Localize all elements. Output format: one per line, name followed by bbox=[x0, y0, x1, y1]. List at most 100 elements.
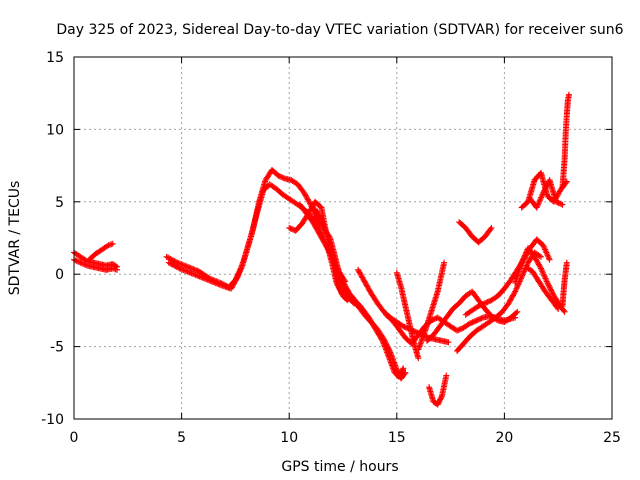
data-point bbox=[512, 287, 519, 294]
data-point bbox=[514, 282, 521, 289]
data-point bbox=[229, 283, 236, 290]
data-point bbox=[539, 191, 546, 198]
data-point bbox=[538, 194, 545, 201]
data-point bbox=[565, 91, 572, 98]
data-point bbox=[287, 225, 294, 232]
data-point bbox=[547, 286, 554, 293]
data-point bbox=[384, 342, 391, 349]
data-point bbox=[541, 245, 548, 252]
data-point bbox=[548, 289, 555, 296]
data-point bbox=[228, 285, 235, 292]
data-point bbox=[319, 235, 326, 242]
data-point bbox=[317, 231, 324, 238]
data-point bbox=[547, 285, 554, 292]
data-point bbox=[536, 252, 543, 259]
y-tick-label: 0 bbox=[55, 267, 64, 283]
data-point bbox=[82, 261, 89, 268]
data-point bbox=[540, 242, 547, 249]
data-point bbox=[307, 207, 314, 214]
series-track-21 bbox=[527, 177, 566, 211]
data-point bbox=[468, 319, 475, 326]
data-point bbox=[360, 277, 367, 284]
data-point bbox=[536, 262, 543, 269]
data-point bbox=[232, 277, 239, 284]
data-point bbox=[540, 243, 547, 250]
data-point bbox=[506, 298, 513, 305]
data-point bbox=[280, 175, 287, 182]
data-point bbox=[429, 316, 436, 323]
data-point bbox=[538, 193, 545, 200]
data-point bbox=[315, 229, 322, 236]
data-point bbox=[513, 285, 520, 292]
data-point bbox=[521, 268, 528, 275]
data-point bbox=[545, 253, 552, 260]
data-point bbox=[350, 300, 357, 307]
data-point bbox=[276, 173, 283, 180]
data-point bbox=[109, 240, 116, 247]
data-point bbox=[558, 201, 565, 208]
data-point bbox=[228, 284, 235, 291]
data-point bbox=[114, 266, 121, 273]
series-track-11 bbox=[393, 269, 422, 362]
data-point bbox=[511, 289, 518, 296]
data-point bbox=[505, 300, 512, 307]
data-point bbox=[534, 203, 541, 210]
data-point bbox=[167, 260, 174, 267]
data-point bbox=[320, 238, 327, 245]
data-point bbox=[563, 259, 570, 266]
data-point bbox=[318, 234, 325, 241]
data-point bbox=[520, 269, 527, 276]
data-point bbox=[400, 323, 407, 330]
data-point bbox=[357, 303, 364, 310]
data-point bbox=[343, 290, 350, 297]
data-point bbox=[341, 287, 348, 294]
data-point bbox=[80, 260, 87, 267]
y-tick-label: 10 bbox=[46, 122, 64, 138]
data-point bbox=[384, 344, 391, 351]
data-point bbox=[535, 261, 542, 268]
data-point bbox=[510, 292, 517, 299]
data-point bbox=[513, 309, 520, 316]
series-track-13 bbox=[423, 288, 521, 344]
data-point bbox=[304, 196, 311, 203]
data-point bbox=[555, 189, 562, 196]
data-point bbox=[554, 304, 561, 311]
data-point bbox=[383, 341, 390, 348]
data-point bbox=[81, 261, 88, 268]
x-tick-label: 0 bbox=[70, 430, 79, 446]
series-track-08 bbox=[312, 206, 364, 310]
data-point bbox=[488, 224, 495, 231]
data-point bbox=[164, 254, 171, 261]
data-point bbox=[546, 283, 553, 290]
data-point bbox=[401, 370, 408, 377]
data-point bbox=[310, 220, 317, 227]
data-point bbox=[352, 300, 359, 307]
series-track-17 bbox=[522, 263, 562, 312]
data-point bbox=[309, 219, 316, 226]
data-point bbox=[314, 226, 321, 233]
data-point bbox=[399, 366, 406, 373]
data-point bbox=[312, 222, 319, 229]
data-point bbox=[438, 394, 445, 401]
x-tick-label: 10 bbox=[280, 430, 298, 446]
data-point bbox=[385, 345, 392, 352]
data-point bbox=[231, 279, 238, 286]
series-track-18 bbox=[426, 372, 450, 408]
data-point bbox=[357, 272, 364, 279]
data-point bbox=[543, 183, 550, 190]
data-point bbox=[301, 191, 308, 198]
data-point bbox=[74, 258, 81, 265]
series-track-07 bbox=[296, 201, 409, 382]
data-point bbox=[356, 269, 363, 276]
data-point bbox=[354, 301, 361, 308]
data-point bbox=[360, 275, 367, 282]
data-point bbox=[532, 256, 539, 263]
data-point bbox=[545, 282, 552, 289]
data-point bbox=[520, 255, 527, 262]
data-point bbox=[400, 365, 407, 372]
data-point bbox=[542, 186, 549, 193]
data-point bbox=[386, 346, 393, 353]
data-point bbox=[357, 270, 364, 277]
x-tick-label: 15 bbox=[388, 430, 406, 446]
